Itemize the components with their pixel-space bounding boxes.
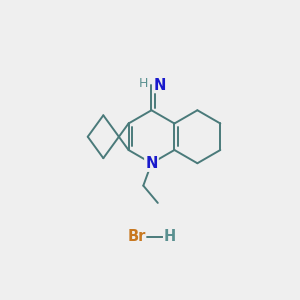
Text: N: N (154, 78, 166, 93)
Text: H: H (164, 230, 176, 244)
Text: H: H (139, 77, 148, 90)
Text: Br: Br (127, 230, 146, 244)
Text: N: N (145, 156, 158, 171)
